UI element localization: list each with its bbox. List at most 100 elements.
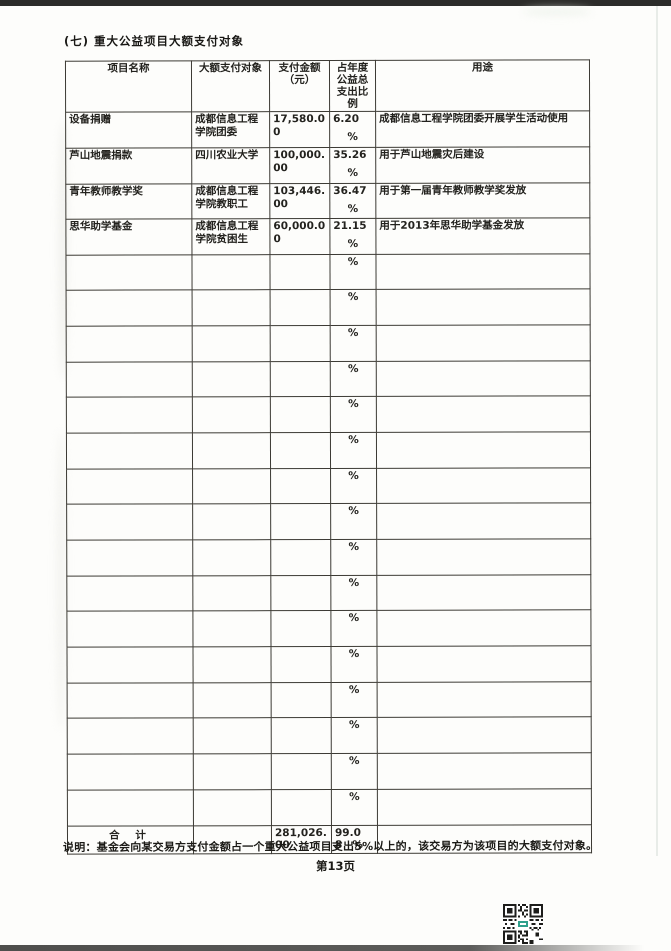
scan-edge-bottom [0,945,671,951]
table-row: 青年教师教学奖 成都信息工程学院教职工 103,446.00 36.47 % 用… [65,183,590,219]
percent-sign: % [347,167,359,180]
cell-empty [192,325,271,362]
header-amount: 支付金额（元） [269,60,330,112]
percent-value: 21.15 [333,219,367,232]
cell-empty [193,789,272,826]
table-body: 设备捐赠 成都信息工程学院团委 17,580.00 6.20 % 成都信息工程学… [65,111,592,854]
cell-percent-empty: % [330,610,377,647]
percent-sign: % [348,576,360,589]
cell-empty [377,717,592,754]
empty-table-row: % [67,788,592,826]
cell-empty [192,396,271,433]
cell-empty [67,789,194,826]
cell-empty [191,254,271,291]
header-payee: 大额支付对象 [191,60,270,113]
cell-percent: 35.26 % [329,147,376,184]
cell-empty [66,290,193,327]
percent-sign: % [347,326,359,339]
cell-payee: 成都信息工程学院贫困生 [191,218,270,255]
percent-sign: % [347,362,359,375]
cell-percent-empty: % [330,325,377,362]
cell-empty [376,538,591,576]
cell-percent-empty: % [330,360,377,397]
cell-empty [271,717,332,754]
cell-empty [270,539,331,576]
cell-usage: 用于芦山地震灾后建设 [375,147,590,184]
section-title: (七) 重大公益项目大额支付对象 [64,34,245,48]
footnote: 说明：基金会向某交易方支付金额占一个重大公益项目支出5%以上的，该交易方为该项目… [62,839,598,855]
header-project-name: 项目名称 [65,60,192,113]
cell-percent-empty: % [330,289,377,326]
scan-artifact [56,430,66,730]
percent-sign: % [347,291,359,304]
cell-percent-empty: % [330,467,377,504]
cell-empty [66,575,193,612]
table-row: 芦山地震捐款 四川农业大学 100,000.00 35.26 % 用于芦山地震灾… [65,147,590,185]
cell-empty [270,468,331,504]
cell-empty [271,789,332,826]
cell-empty [270,289,331,326]
cell-payee: 成都信息工程学院团委 [191,111,270,149]
empty-table-row: % [66,574,591,612]
cell-empty [376,645,592,683]
empty-table-row: % [66,645,592,683]
percent-value: 35.26 [333,149,367,162]
cell-percent-empty: % [330,539,377,576]
cell-empty [66,539,193,576]
percent-sign: % [348,433,359,446]
cell-empty [192,468,271,505]
empty-table-row: % [67,752,592,790]
cell-percent-empty: % [330,503,377,540]
cell-empty [193,718,272,754]
cell-project-name: 芦山地震捐款 [65,148,192,185]
cell-empty [270,432,331,469]
cell-empty [66,504,193,541]
header-usage: 用途 [375,59,590,112]
cell-empty [65,254,193,291]
cell-empty [376,289,591,326]
cell-empty [193,753,272,790]
cell-empty [66,397,193,434]
cell-empty [66,611,193,648]
percent-sign: % [348,540,360,553]
cell-empty [377,788,592,825]
cell-usage: 成都信息工程学院团委开展学生活动使用 [375,111,590,148]
cell-empty [270,503,331,540]
major-payment-table: 项目名称 大额支付对象 支付金额（元） 占年度公益总支出比例 用途 设备捐赠 成… [65,59,592,854]
percent-sign: % [347,203,359,216]
cell-project-name: 设备捐赠 [65,112,192,149]
cell-empty [376,574,591,611]
empty-table-row: % [67,717,592,755]
empty-table-row: % [66,396,591,434]
cell-empty [67,718,194,755]
percent-sign: % [348,719,360,732]
cell-percent-empty: % [330,575,377,611]
cell-empty [270,361,331,397]
percent-sign: % [348,612,360,625]
cell-empty [270,396,331,433]
cell-empty [377,752,592,790]
cell-empty [270,575,331,612]
cell-usage: 用于第一届青年教师教学奖发放 [375,183,590,218]
cell-payee: 成都信息工程学院教职工 [191,183,270,219]
cell-percent-empty: % [330,646,378,683]
cell-empty [192,503,271,540]
empty-table-row: % [65,253,591,291]
percent-sign: % [349,790,360,803]
cell-percent-empty: % [331,717,378,754]
cell-percent: 6.20 % [329,111,376,148]
cell-empty [375,253,591,290]
cell-empty [192,432,271,469]
percent-sign: % [348,398,359,411]
cell-empty [192,646,272,683]
cell-amount: 100,000.00 [269,147,330,184]
empty-table-row: % [66,360,591,398]
cell-empty [376,396,591,433]
cell-amount: 103,446.00 [269,183,330,219]
percent-value: 6.20 [333,113,360,126]
scan-artifact [522,8,592,16]
cell-empty [270,325,331,362]
cell-empty [376,467,591,504]
page-number: 第13页 [315,859,355,873]
cell-project-name: 青年教师教学奖 [65,184,192,219]
